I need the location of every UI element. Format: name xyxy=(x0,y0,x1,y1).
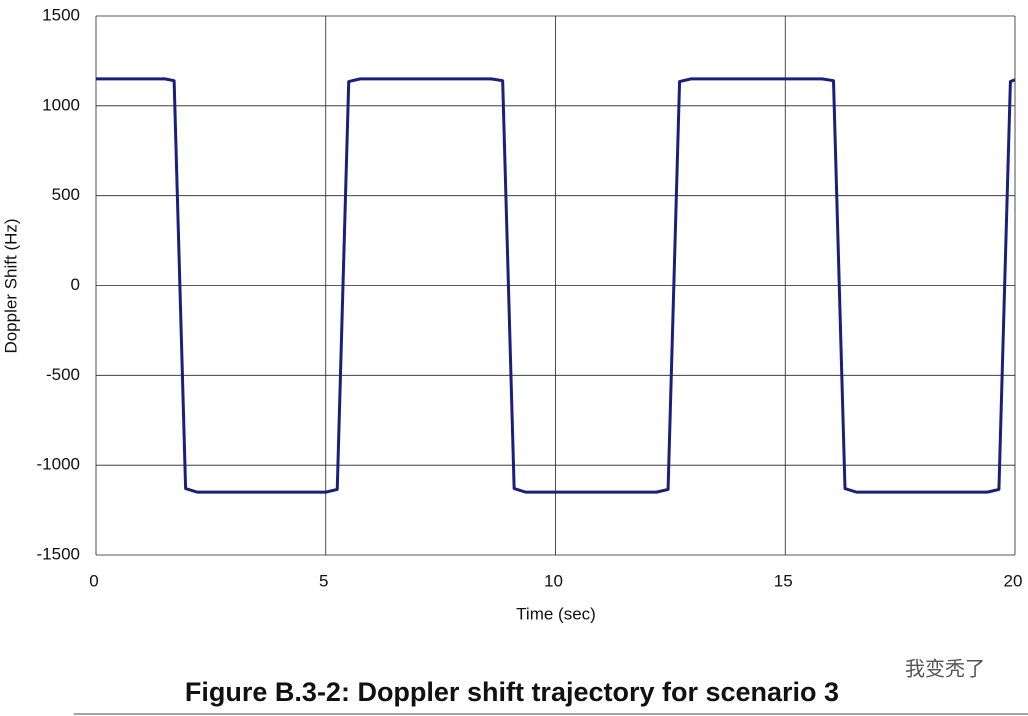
y-tick-label: -1500 xyxy=(37,544,80,563)
y-tick-label: 1000 xyxy=(42,95,80,114)
y-tick-label: 500 xyxy=(52,185,80,204)
x-axis-label: Time (sec) xyxy=(516,604,596,623)
x-tick-label: 0 xyxy=(89,571,98,590)
y-tick-label: -1000 xyxy=(37,455,80,474)
x-tick-label: 15 xyxy=(774,571,793,590)
x-tick-label: 10 xyxy=(544,571,563,590)
caption: Figure B.3-2: Doppler shift trajectory f… xyxy=(185,677,839,707)
x-tick-label: 5 xyxy=(319,571,328,590)
x-tick-label: 20 xyxy=(1004,571,1023,590)
y-tick-label: 0 xyxy=(71,275,80,294)
watermark: 我变秃了 xyxy=(905,657,985,680)
data-line xyxy=(96,77,1016,494)
y-tick-label: -500 xyxy=(46,365,80,384)
y-tick-label: 1500 xyxy=(42,5,80,24)
y-axis-label: Doppler Shift (Hz) xyxy=(1,218,20,353)
